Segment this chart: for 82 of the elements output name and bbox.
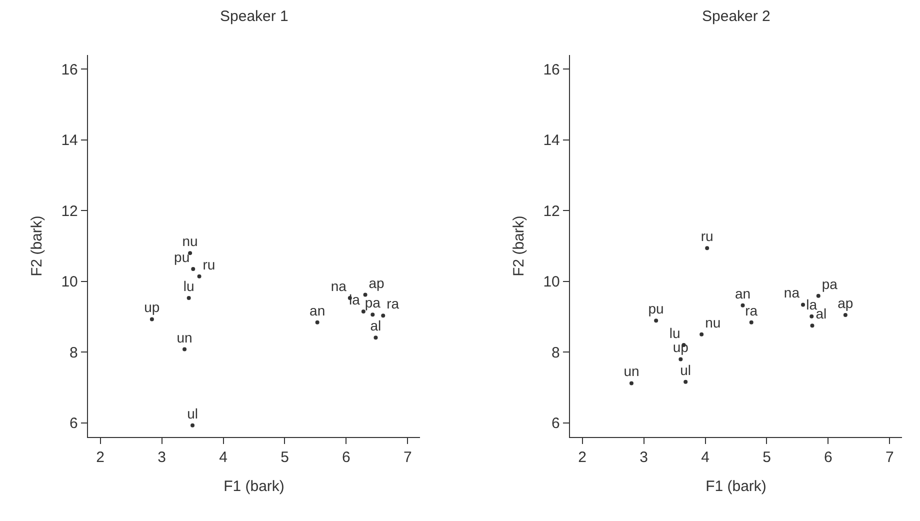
data-label: pa xyxy=(822,276,838,292)
data-label: un xyxy=(176,329,192,346)
point xyxy=(684,380,688,384)
point xyxy=(810,324,814,328)
data-label: ap xyxy=(368,274,385,291)
x-tick-label: 2 xyxy=(578,449,586,466)
x-tick-label: 7 xyxy=(886,449,894,466)
point xyxy=(361,309,366,314)
y-tick-label: 16 xyxy=(543,61,560,78)
point xyxy=(374,336,378,340)
data-label: al xyxy=(816,306,827,322)
data-label: ra xyxy=(386,296,400,312)
data-label: ul xyxy=(680,362,692,378)
data-label: ap xyxy=(838,294,854,311)
chart-title: Speaker 2 xyxy=(702,8,770,25)
point xyxy=(740,303,745,308)
point xyxy=(629,381,634,386)
point xyxy=(186,296,191,300)
point xyxy=(654,318,658,323)
data-label: pu xyxy=(648,300,664,317)
point xyxy=(843,312,848,317)
x-tick-label: 4 xyxy=(701,449,710,466)
data-label: up xyxy=(144,299,160,316)
point xyxy=(810,314,814,318)
data-label: ul xyxy=(187,405,198,422)
x-tick-label: 2 xyxy=(96,449,104,466)
y-tick-label: 14 xyxy=(543,132,560,150)
x-axis-title: F1 (bark) xyxy=(706,478,766,496)
y-tick-label: 8 xyxy=(70,344,78,362)
x-tick-label: 5 xyxy=(762,449,771,466)
chart-title: Speaker 1 xyxy=(220,8,288,25)
data-label: nu xyxy=(182,233,198,250)
data-label: an xyxy=(310,302,326,318)
point xyxy=(749,320,754,324)
point xyxy=(700,332,704,336)
point xyxy=(381,314,386,318)
y-tick-label: 12 xyxy=(61,202,78,220)
x-tick-label: 4 xyxy=(219,449,228,466)
point xyxy=(315,320,320,324)
y-tick-label: 10 xyxy=(61,274,78,291)
point xyxy=(150,317,154,322)
data-label: nu xyxy=(705,314,721,330)
x-axis-title: F1 (bark) xyxy=(224,478,284,496)
data-label: ru xyxy=(202,256,216,272)
y-tick-label: 16 xyxy=(61,61,78,78)
y-tick-label: 6 xyxy=(552,415,560,432)
y-axis-title: F2 (bark) xyxy=(28,216,46,276)
data-label: lu xyxy=(669,325,680,342)
point xyxy=(816,294,820,298)
data-label: pa xyxy=(364,294,381,311)
y-tick-label: 6 xyxy=(70,415,78,432)
data-label: an xyxy=(734,285,751,302)
data-label: un xyxy=(624,363,640,380)
point xyxy=(197,274,202,278)
x-tick-label: 7 xyxy=(404,449,412,466)
point xyxy=(705,246,710,250)
point xyxy=(801,302,806,307)
x-tick-label: 3 xyxy=(640,449,648,466)
data-label: na xyxy=(784,284,800,301)
data-label: pu xyxy=(174,248,190,265)
point xyxy=(191,266,196,271)
point xyxy=(370,312,375,317)
y-tick-label: 14 xyxy=(61,132,78,150)
data-label: ra xyxy=(745,302,758,318)
y-tick-label: 8 xyxy=(552,344,560,362)
x-tick-label: 3 xyxy=(158,449,166,466)
point xyxy=(363,292,368,297)
point xyxy=(188,251,192,256)
point xyxy=(678,357,683,362)
y-axis-title: F2 (bark) xyxy=(510,216,528,276)
data-label: la xyxy=(806,296,818,312)
point xyxy=(182,347,187,352)
x-tick-label: 6 xyxy=(824,449,832,466)
x-tick-label: 6 xyxy=(342,449,350,466)
data-label: al xyxy=(370,318,382,334)
y-tick-label: 10 xyxy=(543,274,560,291)
x-tick-label: 5 xyxy=(280,449,289,466)
data-label: na xyxy=(330,278,347,294)
point xyxy=(190,423,195,428)
y-tick-label: 12 xyxy=(543,202,560,220)
data-label: ru xyxy=(700,228,714,244)
data-label: lu xyxy=(183,278,194,294)
